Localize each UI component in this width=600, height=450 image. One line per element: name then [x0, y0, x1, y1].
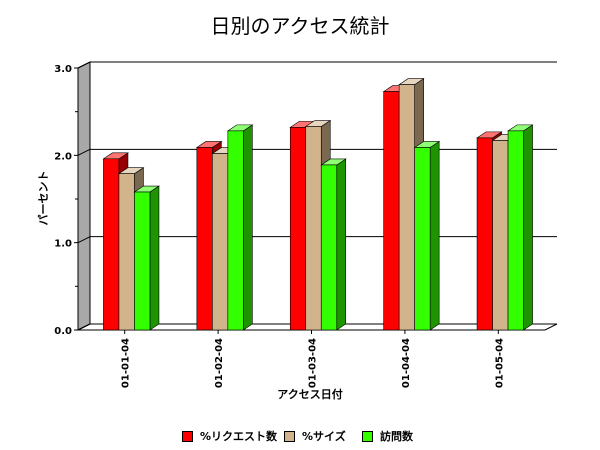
bar-side [149, 185, 160, 331]
legend: %リクエスト数 %サイズ 訪問数 [0, 428, 600, 444]
gridline-side [77, 236, 91, 244]
gridline-side [77, 323, 91, 331]
bar [320, 164, 338, 331]
legend-label-requests: %リクエスト数 [200, 430, 278, 443]
y-tick-label: 3.0 [54, 64, 72, 75]
bar [227, 130, 244, 331]
legend-item-size: %サイズ [284, 428, 346, 444]
bar [476, 137, 493, 331]
gridline-side [77, 148, 91, 156]
x-tick-label: 01-01-04 [121, 338, 132, 388]
x-axis-label: アクセス日付 [277, 388, 343, 401]
plot-side-wall [77, 61, 91, 331]
legend-item-visits: 訪問数 [362, 428, 413, 444]
legend-label-size: %サイズ [302, 430, 346, 443]
legend-swatch-requests [182, 430, 193, 442]
chart-title: 日別のアクセス統計 [210, 14, 390, 38]
y-tick-label: 2.0 [54, 151, 72, 162]
bar [398, 84, 415, 331]
bar [383, 91, 400, 331]
bar [196, 147, 213, 331]
bar-side [429, 140, 440, 331]
bar [414, 147, 431, 331]
legend-swatch-visits [362, 430, 373, 442]
legend-swatch-size [284, 430, 295, 442]
x-tick-label: 01-04-04 [401, 338, 412, 388]
bar [289, 127, 307, 331]
x-tick-label: 01-05-04 [494, 338, 505, 388]
bar-side [336, 158, 347, 331]
legend-label-visits: 訪問数 [380, 430, 413, 443]
x-tick-label: 01-03-04 [308, 338, 319, 388]
bar-side [523, 124, 533, 331]
bar [305, 126, 322, 331]
legend-item-requests: %リクエスト数 [182, 428, 277, 444]
y-axis-label: パーセント [37, 170, 50, 226]
bar [103, 158, 120, 331]
x-tick-label: 01-02-04 [214, 338, 225, 388]
y-tick-label: 1.0 [54, 239, 72, 250]
bar [212, 153, 229, 331]
bar [507, 130, 524, 331]
gridline-side [77, 61, 91, 69]
bar [118, 173, 135, 331]
bar [134, 191, 151, 331]
y-tick-label: 0.0 [54, 326, 72, 337]
bar-side [243, 124, 253, 331]
bar [492, 140, 509, 331]
